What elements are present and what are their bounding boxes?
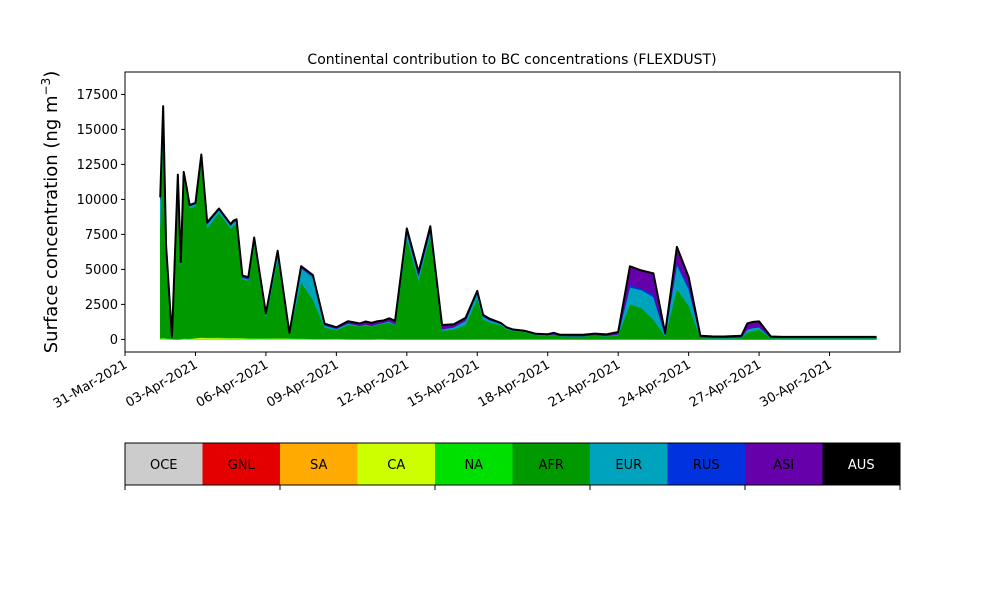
legend-label-gnl: GNL — [228, 458, 256, 473]
x-tick-label: 18-Apr-2021 — [476, 357, 553, 410]
y-tick-label: 7500 — [85, 228, 118, 243]
y-tick-label: 12500 — [77, 158, 118, 173]
legend-swatch-ca — [357, 443, 436, 485]
legend-label-afr: AFR — [539, 458, 564, 473]
x-tick-label: 12-Apr-2021 — [335, 357, 412, 410]
legend-swatch-asi — [745, 443, 823, 485]
x-tick-label: 27-Apr-2021 — [687, 357, 764, 410]
legend-swatch-gnl — [202, 443, 281, 485]
y-tick-label: 0 — [110, 333, 118, 348]
y-axis: 0 2500 5000 7500 10000 12500 15000 17500 — [77, 88, 125, 348]
x-axis: 31-Mar-202103-Apr-202106-Apr-202109-Apr-… — [51, 352, 835, 412]
legend-frame — [124, 442, 901, 486]
chart-title: Continental contribution to BC concentra… — [307, 52, 716, 68]
y-tick-label: 10000 — [77, 193, 118, 208]
x-tick-label: 24-Apr-2021 — [617, 357, 694, 410]
legend-label-oce: OCE — [150, 458, 178, 473]
legend-label-na: NA — [464, 458, 483, 473]
x-tick-label: 31-Mar-2021 — [51, 357, 130, 411]
x-tick-label: 03-Apr-2021 — [123, 357, 200, 410]
y-tick-label: 17500 — [77, 88, 118, 103]
x-tick-label: 21-Apr-2021 — [546, 357, 623, 410]
legend-label-rus: RUS — [693, 458, 720, 473]
legend-swatch-sa — [280, 443, 358, 485]
plot-frame — [124, 71, 901, 353]
y-tick-label: 15000 — [77, 123, 118, 138]
legend-label-sa: SA — [310, 458, 327, 473]
y-axis-label: Surface concentration (ng m−3) — [39, 71, 62, 354]
legend-swatch-rus — [667, 443, 746, 485]
y-tick-label: 2500 — [85, 298, 118, 313]
x-tick-label: 06-Apr-2021 — [194, 357, 271, 410]
y-tick-label: 5000 — [85, 263, 118, 278]
legend-swatch-na — [435, 443, 513, 485]
total-line — [159, 105, 877, 338]
legend-colorbar: OCE GNL SA CA NA AFR EUR RUS ASI AUS — [124, 442, 901, 490]
legend-swatch-eur — [590, 443, 668, 485]
x-tick-label: 30-Apr-2021 — [757, 357, 834, 410]
x-tick-label: 15-Apr-2021 — [405, 357, 482, 410]
x-tick-label: 09-Apr-2021 — [264, 357, 341, 410]
legend-label-aus: AUS — [848, 458, 875, 473]
legend-swatch-aus — [822, 443, 901, 485]
legend-label-asi: ASI — [773, 458, 794, 473]
legend-swatch-oce — [125, 443, 203, 485]
legend-swatch-afr — [512, 443, 591, 485]
legend-label-eur: EUR — [615, 458, 642, 473]
legend-label-ca: CA — [387, 458, 405, 473]
